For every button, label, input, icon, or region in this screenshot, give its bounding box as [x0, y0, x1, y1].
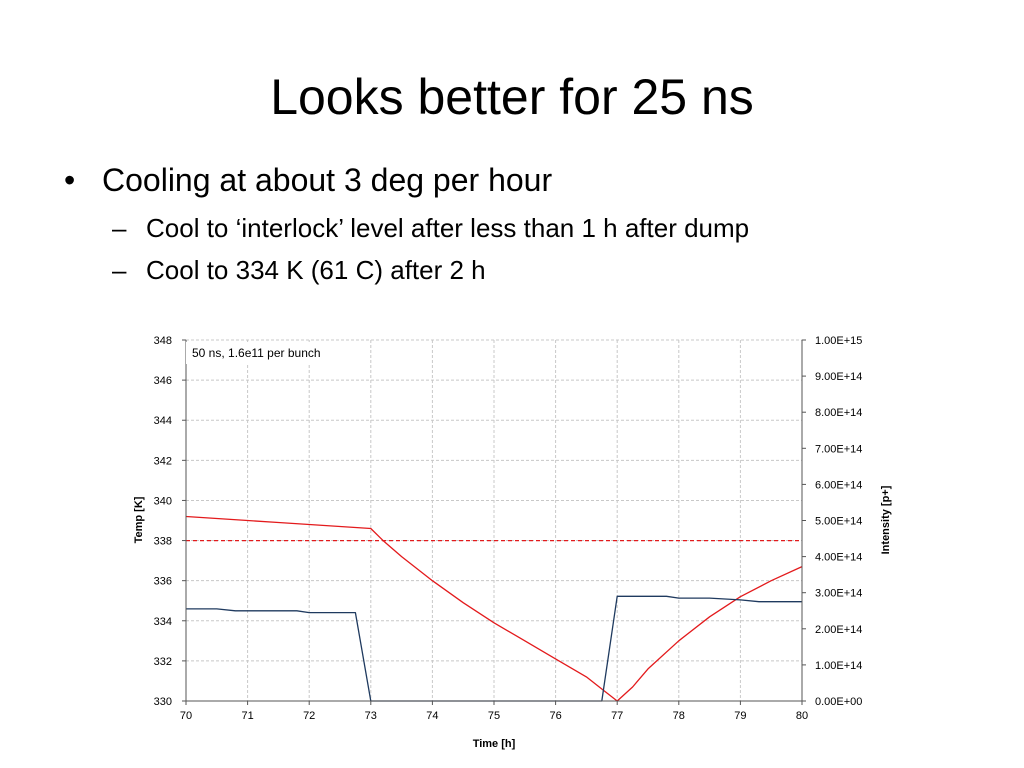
sub-bullet-text: Cool to 334 K (61 C) after 2 h: [146, 255, 486, 285]
y2-tick-label: 1.00E+15: [815, 335, 862, 347]
x-tick-label: 72: [303, 710, 315, 722]
y-tick-label: 344: [154, 415, 172, 427]
x-tick-label: 73: [365, 710, 377, 722]
y-tick-label: 346: [154, 375, 172, 387]
sub-bullet-item: – Cool to ‘interlock’ level after less t…: [62, 210, 982, 246]
x-tick-label: 75: [488, 710, 500, 722]
y2-tick-label: 4.00E+14: [815, 552, 862, 564]
x-tick-label: 77: [611, 710, 623, 722]
y-tick-label: 348: [154, 335, 172, 347]
x-tick-label: 80: [796, 710, 808, 722]
y2-tick-label: 6.00E+14: [815, 479, 862, 491]
x-tick-label: 74: [426, 710, 438, 722]
y-tick-label: 330: [154, 696, 172, 708]
sub-bullet-dash-icon: –: [112, 213, 127, 243]
y-tick-label: 334: [154, 616, 172, 628]
y2-tick-label: 0.00E+00: [815, 696, 862, 708]
y2-tick-label: 7.00E+14: [815, 443, 862, 455]
x-tick-label: 76: [549, 710, 561, 722]
y-axis-label: Temp [K]: [133, 496, 145, 543]
y-tick-label: 340: [154, 495, 172, 507]
y2-tick-label: 3.00E+14: [815, 588, 862, 600]
y2-tick-label: 8.00E+14: [815, 407, 862, 419]
y2-tick-label: 9.00E+14: [815, 371, 862, 383]
x-tick-label: 70: [180, 710, 192, 722]
sub-bullet-dash-icon: –: [112, 255, 127, 285]
series-line-0: [185, 515, 803, 702]
x-tick-label: 71: [241, 710, 253, 722]
y2-tick-label: 1.00E+14: [815, 660, 862, 672]
bullet-item: • Cooling at about 3 deg per hour: [62, 158, 982, 202]
chart-annotation: 50 ns, 1.6e11 per bunch: [192, 346, 321, 360]
slide-title: Looks better for 25 ns: [270, 69, 754, 125]
bullet-text: Cooling at about 3 deg per hour: [102, 162, 553, 198]
x-tick-label: 78: [673, 710, 685, 722]
y2-axis-label: Intensity [p+]: [880, 485, 892, 554]
y-tick-label: 342: [154, 455, 172, 467]
y-tick-label: 338: [154, 536, 172, 548]
chart-grid: [185, 339, 803, 702]
x-tick-label: 79: [734, 710, 746, 722]
sub-bullet-item: – Cool to 334 K (61 C) after 2 h: [62, 252, 982, 288]
y-tick-label: 332: [154, 656, 172, 668]
bullet-list: • Cooling at about 3 deg per hour – Cool…: [62, 158, 982, 288]
annotation-box: [186, 342, 368, 364]
y2-tick-label: 5.00E+14: [815, 516, 862, 528]
bullet-dot-icon: •: [64, 162, 76, 198]
chart-series: [185, 515, 803, 702]
y-tick-label: 336: [154, 576, 172, 588]
sub-bullet-text: Cool to ‘interlock’ level after less tha…: [146, 213, 750, 243]
x-axis-label: Time [h]: [473, 738, 516, 750]
chart-axes: 70 71 72 73 74 75 76 77 78 79 80 330 332 334 336 338 340…: [154, 335, 863, 722]
y2-tick-label: 2.00E+14: [815, 624, 862, 636]
